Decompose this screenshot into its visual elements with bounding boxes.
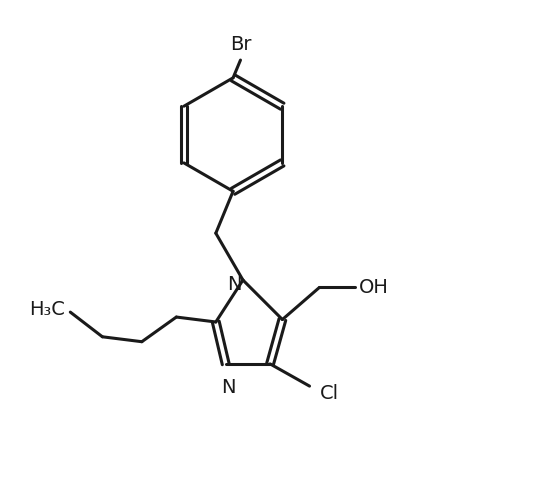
Text: Cl: Cl: [320, 384, 338, 403]
Text: Br: Br: [230, 35, 251, 54]
Text: OH: OH: [359, 278, 389, 297]
Text: N: N: [221, 378, 235, 397]
Text: H₃C: H₃C: [30, 300, 65, 319]
Text: N: N: [227, 275, 241, 295]
